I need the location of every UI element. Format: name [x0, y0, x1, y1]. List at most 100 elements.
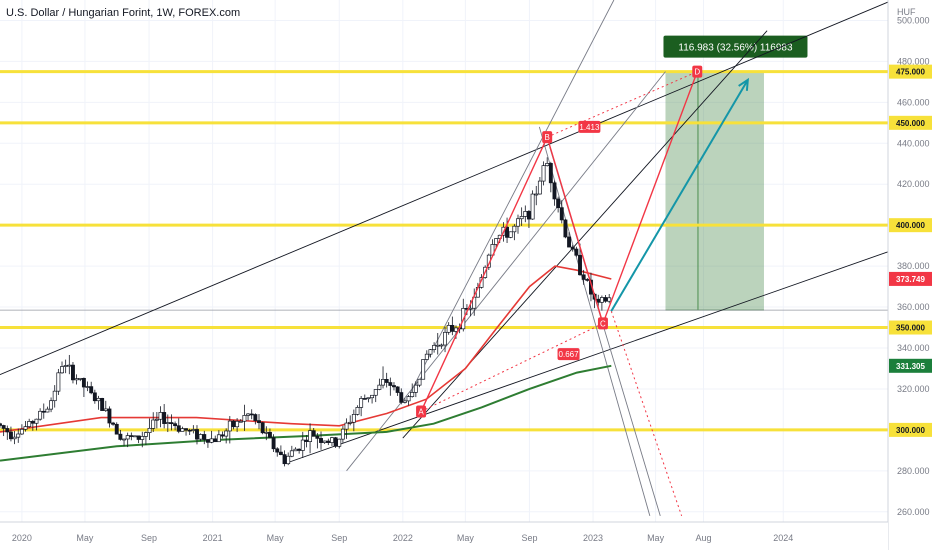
candle-body — [242, 415, 247, 422]
candle-body — [16, 433, 21, 438]
ratio-box — [557, 348, 580, 361]
candle-body — [12, 436, 17, 440]
candle-body — [19, 428, 24, 435]
candle-body — [603, 297, 608, 302]
level-price-box — [889, 422, 932, 437]
candle-body — [154, 418, 159, 421]
candle-body — [406, 396, 411, 402]
candles — [0, 157, 612, 467]
candle-body — [523, 211, 528, 217]
measure-label-box — [663, 35, 808, 58]
harmonic-point-box — [542, 131, 553, 144]
candle-body — [89, 386, 94, 394]
ratio-box — [578, 120, 601, 133]
time-axis-bg — [0, 522, 888, 550]
candle-body — [315, 435, 320, 439]
candle-body — [165, 422, 170, 424]
candle-body — [421, 359, 426, 380]
candle-body — [78, 377, 83, 380]
candle-body — [257, 420, 261, 424]
candle-body — [505, 226, 510, 238]
time-tick-label: May — [76, 533, 94, 543]
trendline — [287, 251, 889, 464]
candle-body — [319, 438, 323, 443]
candle-body — [224, 430, 229, 437]
candle-body — [355, 407, 360, 415]
ma-green-line — [0, 364, 612, 462]
price-tick-label: 500.000 — [897, 15, 930, 25]
candle-body — [439, 344, 444, 347]
candle-body — [399, 392, 404, 403]
candle-body — [23, 426, 28, 430]
candle-body — [0, 423, 2, 426]
candle-body — [516, 218, 520, 227]
candle-body — [184, 428, 188, 431]
candle-body — [377, 384, 382, 390]
price-tick-label: 480.000 — [897, 56, 930, 66]
candle-body — [67, 364, 72, 367]
candle-body — [344, 422, 349, 430]
candle-body — [435, 344, 440, 347]
candle-body — [333, 437, 338, 447]
candle-body — [330, 437, 334, 443]
candle-body — [271, 437, 276, 450]
grid — [0, 0, 888, 522]
harmonic-ratio-line — [420, 322, 604, 412]
candle-body — [607, 297, 612, 302]
candle-body — [326, 440, 331, 443]
time-tick-label: 2020 — [12, 533, 32, 543]
candle-body — [249, 413, 254, 416]
candle-body — [267, 431, 272, 438]
ratio-label: 0.667 — [559, 350, 580, 359]
time-tick-label: 2022 — [393, 533, 413, 543]
candle-body — [585, 279, 590, 281]
time-tick-label: Sep — [521, 533, 537, 543]
candle-body — [125, 435, 130, 440]
time-tick-label: May — [457, 533, 475, 543]
candle-body — [300, 439, 305, 451]
candle-body — [195, 429, 199, 440]
candle-body — [282, 454, 287, 465]
time-tick-label: 2023 — [583, 533, 603, 543]
candle-body — [548, 163, 553, 184]
candle-body — [322, 440, 327, 443]
harmonic-point-box — [692, 65, 703, 78]
ratio-label: 1.413 — [579, 123, 600, 132]
candle-body — [111, 422, 116, 425]
candle-body — [289, 450, 294, 457]
price-tick-label: 280.000 — [897, 466, 930, 476]
candle-body — [311, 430, 316, 437]
candle-body — [143, 432, 148, 437]
candle-body — [191, 429, 196, 431]
candle-body — [581, 274, 586, 280]
candle-body — [122, 438, 126, 441]
candle-body — [34, 418, 39, 424]
candle-body — [38, 410, 43, 420]
price-tick-label: 420.000 — [897, 179, 930, 189]
price-tag-label: 331.305 — [896, 362, 925, 371]
candle-body — [454, 327, 458, 332]
candle-body — [297, 448, 302, 451]
time-tick-label: Sep — [141, 533, 157, 543]
level-price-label: 350.000 — [896, 324, 925, 333]
candle-body — [563, 219, 568, 238]
candle-body — [308, 430, 313, 442]
harmonic-leg — [420, 136, 548, 412]
candle-body — [107, 408, 112, 424]
candle-body — [96, 397, 101, 402]
price-tick-label: 260.000 — [897, 507, 930, 517]
candle-body — [114, 423, 119, 435]
candle-body — [129, 435, 134, 437]
candle-body — [432, 344, 437, 350]
candle-body — [118, 433, 123, 440]
trendline — [409, 0, 615, 394]
candle-body — [162, 412, 167, 424]
candle-body — [49, 400, 54, 410]
candle-body — [1, 425, 6, 429]
candle-body — [74, 378, 79, 381]
candle-body — [202, 434, 207, 440]
candle-body — [534, 193, 539, 196]
level-price-box — [889, 218, 932, 233]
